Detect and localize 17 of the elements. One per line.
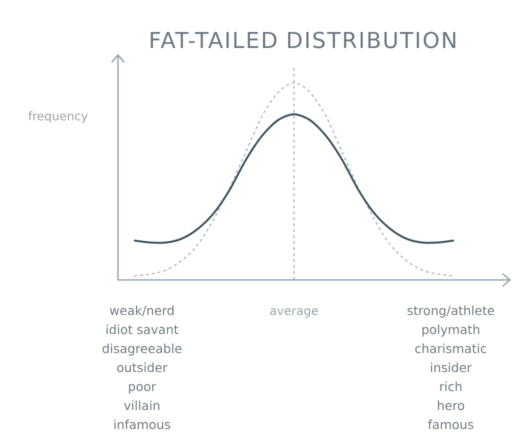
text: average [270,308,318,318]
y-axis-title: frequency [28,110,88,123]
text: rich [440,381,462,391]
text: famous [428,419,474,429]
chart-title: FAT-TAILED DISTRIBUTION [150,31,456,48]
text: villain [124,400,160,410]
text: weak/nerd [110,305,174,316]
text: idiot savant [106,324,178,334]
text: poor [129,384,156,394]
text: charismatic [415,343,486,353]
text: polymath [422,324,480,336]
text: outsider [117,362,168,372]
text: disagreeable [102,343,182,356]
text: insider [430,362,472,372]
text: infamous [114,419,170,429]
text: hero [438,400,464,410]
text: strong/athlete [408,305,494,318]
